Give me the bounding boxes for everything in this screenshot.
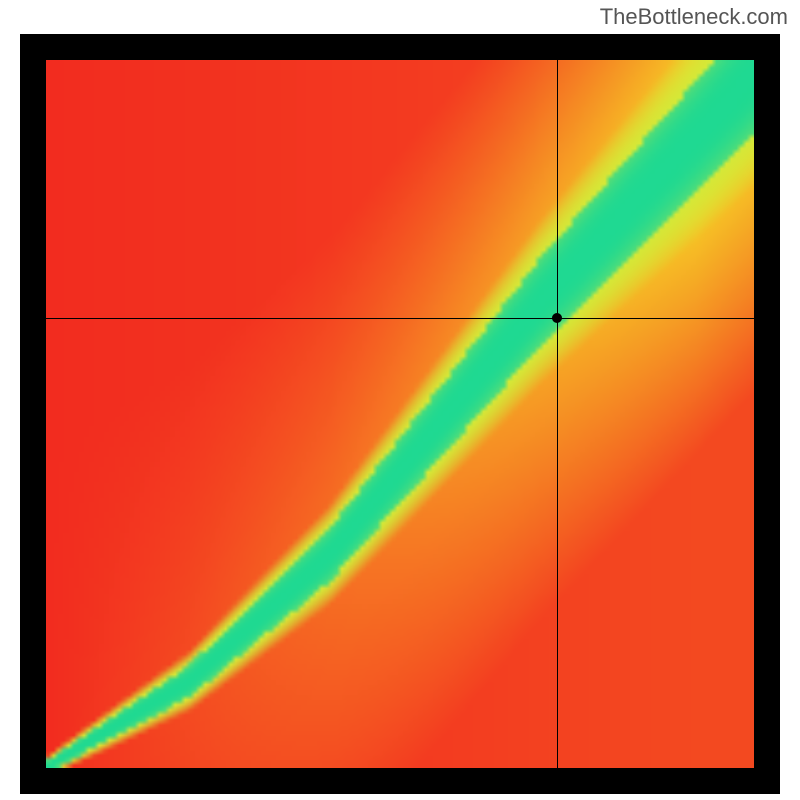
crosshair-horizontal — [46, 318, 754, 319]
attribution-text: TheBottleneck.com — [600, 4, 788, 30]
chart-border — [20, 34, 780, 794]
heatmap-canvas — [46, 60, 754, 768]
chart-canvas-wrapper — [46, 60, 754, 768]
crosshair-vertical — [557, 60, 558, 768]
